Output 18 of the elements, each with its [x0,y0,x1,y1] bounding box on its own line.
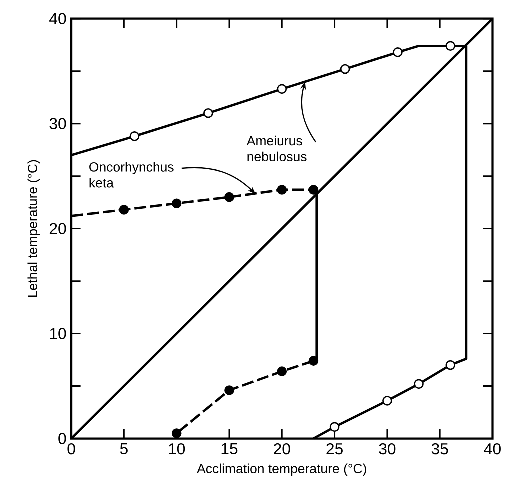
x-tick-label: 0 [68,444,76,455]
x-tick-label: 10 [169,444,186,455]
y-axis-title: Lethal temperature (°C) [28,160,40,298]
x-tick-label: 15 [222,444,238,455]
x-tick-label: 35 [432,444,448,455]
x-tick-label: 5 [120,444,128,455]
y-tick-label: 30 [50,118,66,130]
y-tick-label: 20 [50,223,66,235]
x-tick-label: 25 [326,444,343,455]
annotation: Oncorhynchus keta [90,162,174,188]
x-axis-title: Acclimation temperature (°C) [197,464,366,476]
y-tick-label: 0 [58,433,66,444]
annotation: Ameiurus nebulosus [246,136,307,162]
x-tick-label: 30 [379,444,396,455]
y-tick-label: 40 [50,13,66,25]
x-tick-label: 40 [484,444,501,455]
x-tick-label: 20 [274,444,290,455]
y-tick-label: 10 [50,328,66,340]
